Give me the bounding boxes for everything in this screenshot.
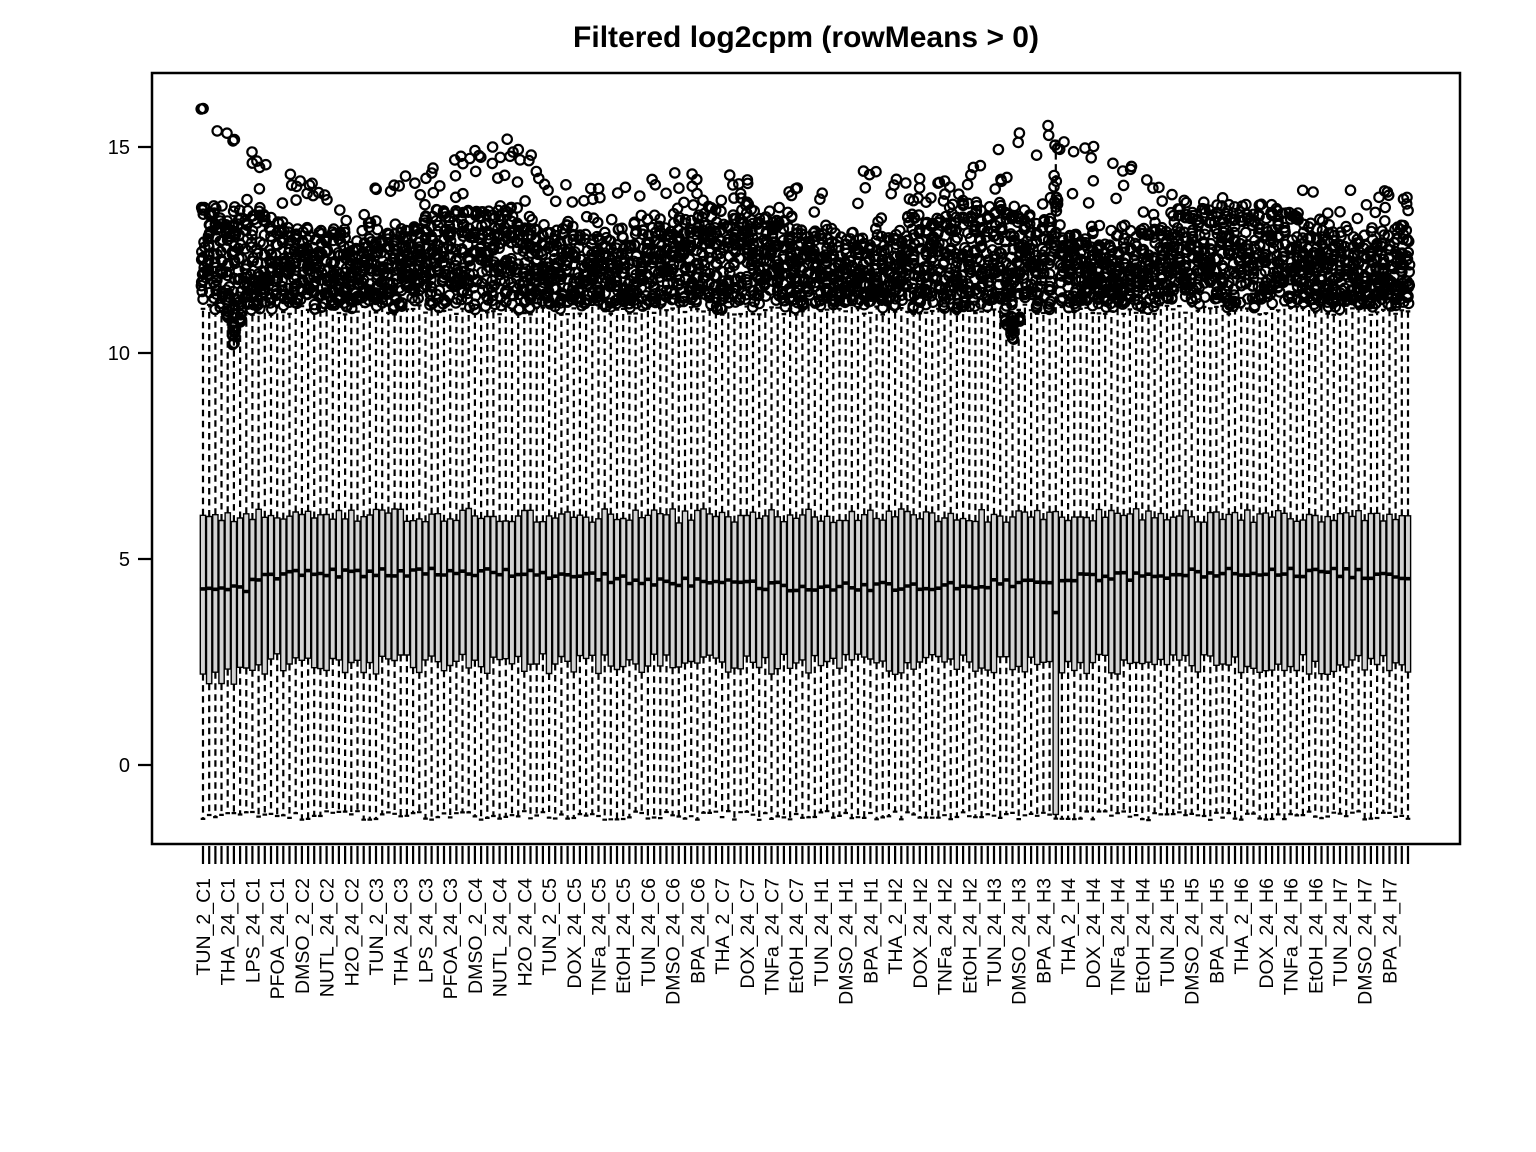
x-tick-label: TUN_2_C1 — [193, 878, 215, 976]
x-tick-label: TUN_24_C6 — [638, 878, 660, 986]
outlier-points — [195, 102, 1416, 351]
x-axis: TUN_2_C1 THA_24_C1 LPS_24_C1 PFOA_24_C1 DMSO… — [193, 846, 1410, 1005]
x-tick-label: DMSO_2_C4 — [465, 878, 487, 994]
x-tick-label: TNFa_24_C5 — [589, 878, 611, 995]
x-tick-label: TNFa_24_C7 — [762, 878, 784, 995]
x-tick-label: THA_2_H4 — [1058, 878, 1080, 975]
outliers-layer — [195, 102, 1416, 351]
y-tick-label: 0 — [119, 755, 130, 777]
x-tick-label: DOX_24_H4 — [1083, 878, 1105, 989]
chart-title: Filtered log2cpm (rowMeans > 0) — [573, 21, 1039, 54]
x-tick-label: TUN_24_H1 — [811, 878, 833, 986]
box-bodies — [199, 507, 1412, 816]
x-tick-label: TNFa_24_H4 — [1108, 878, 1130, 995]
x-tick-label: BPA_24_H5 — [1206, 878, 1228, 984]
x-tick-label: TUN_24_H3 — [984, 878, 1006, 986]
x-tick-label: TUN_2_C5 — [539, 878, 561, 976]
y-tick-marks — [138, 145, 152, 767]
x-tick-label: THA_2_C7 — [712, 878, 734, 974]
x-tick-label: TNFa_24_H6 — [1281, 878, 1303, 995]
lower-whiskers — [201, 653, 1410, 821]
x-tick-label: BPA_24_C6 — [687, 878, 709, 984]
upper-whiskers — [201, 140, 1410, 523]
x-tick-label: DMSO_24_H7 — [1355, 878, 1377, 1005]
x-tick-label: EtOH_24_H6 — [1305, 878, 1327, 994]
x-tick-label: H2O_24_C4 — [514, 878, 536, 987]
x-tick-label: DOX_24_C5 — [564, 878, 586, 989]
y-tick-label: 15 — [108, 137, 130, 159]
x-tick-label: TNFa_24_H2 — [935, 878, 957, 995]
title-layer: Filtered log2cpm (rowMeans > 0) — [573, 21, 1039, 54]
x-tick-label: PFOA_24_C3 — [440, 878, 462, 999]
x-tick-label: DMSO_24_H1 — [836, 878, 858, 1005]
y-axis: 0 5 10 15 — [108, 137, 152, 777]
y-tick-label: 5 — [119, 549, 130, 571]
x-tick-label: LPS_24_C1 — [242, 878, 264, 983]
x-tick-label: BPA_24_H3 — [1033, 878, 1055, 984]
x-tick-label: H2O_24_C2 — [341, 878, 363, 986]
x-tick-label: PFOA_24_C1 — [267, 878, 289, 999]
x-tick-label: EtOH_24_C5 — [613, 878, 635, 994]
x-tick-label: EtOH_24_H4 — [1132, 878, 1154, 994]
x-tick-label: NUTL_24_C2 — [317, 878, 339, 997]
x-tick-label: LPS_24_C3 — [416, 878, 438, 983]
x-tick-label: DOX_24_H2 — [910, 878, 932, 989]
median-lines — [199, 566, 1411, 615]
medians-layer — [199, 566, 1411, 615]
x-tick-label: THA_24_C3 — [391, 878, 413, 985]
x-tick-label: DMSO_24_H5 — [1182, 878, 1204, 1005]
x-tick-label: TUN_24_H7 — [1330, 878, 1352, 986]
x-tick-label: EtOH_24_C7 — [786, 878, 808, 994]
x-tick-label: DMSO_2_C2 — [292, 878, 314, 994]
x-tick-label: EtOH_24_H2 — [959, 878, 981, 994]
y-tick-label: 10 — [108, 343, 130, 365]
x-tick-label: DOX_24_H6 — [1256, 878, 1278, 989]
boxes-layer — [199, 507, 1412, 816]
x-tick-label: DMSO_24_H3 — [1009, 878, 1031, 1005]
x-tick-marks — [201, 846, 1410, 864]
x-tick-label: TUN_24_H5 — [1157, 878, 1179, 987]
x-tick-label: DMSO_24_C6 — [663, 878, 685, 1005]
x-tick-label: DOX_24_C7 — [737, 878, 759, 989]
x-tick-label: THA_2_H2 — [885, 878, 907, 974]
plot-frame — [150, 71, 1462, 846]
x-tick-label: BPA_24_H1 — [860, 878, 882, 984]
x-tick-label: THA_24_C1 — [218, 878, 240, 985]
x-tick-label: BPA_24_H7 — [1380, 878, 1402, 984]
x-tick-label: NUTL_24_C4 — [490, 878, 512, 997]
x-tick-label: TUN_2_C3 — [366, 878, 388, 976]
x-tick-label: THA_2_H6 — [1231, 878, 1253, 974]
